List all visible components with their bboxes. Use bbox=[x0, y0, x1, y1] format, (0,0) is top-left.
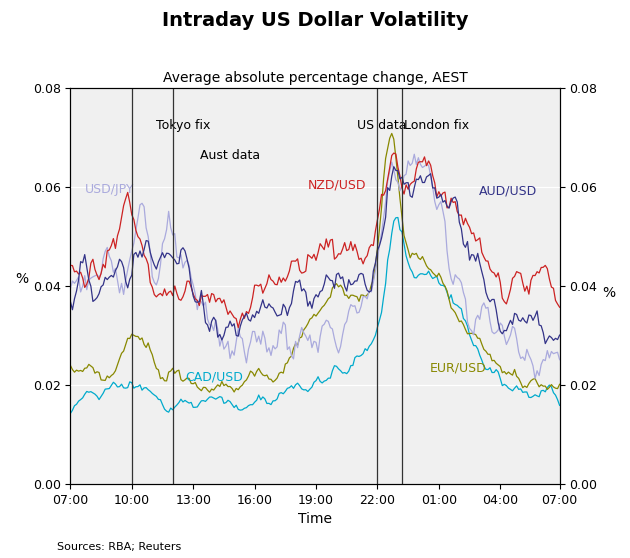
Y-axis label: %: % bbox=[15, 272, 28, 286]
Text: USD/JPY: USD/JPY bbox=[85, 183, 135, 196]
Text: EUR/USD: EUR/USD bbox=[430, 361, 487, 374]
Text: AUD/USD: AUD/USD bbox=[479, 185, 537, 198]
Text: NZD/USD: NZD/USD bbox=[307, 179, 366, 192]
Text: Tokyo fix: Tokyo fix bbox=[156, 119, 210, 132]
Title: Average absolute percentage change, AEST: Average absolute percentage change, AEST bbox=[163, 71, 467, 85]
X-axis label: Time: Time bbox=[298, 512, 332, 526]
Text: London fix: London fix bbox=[404, 119, 469, 132]
Text: Intraday US Dollar Volatility: Intraday US Dollar Volatility bbox=[162, 11, 468, 30]
Text: Sources: RBA; Reuters: Sources: RBA; Reuters bbox=[57, 542, 181, 552]
Y-axis label: %: % bbox=[602, 286, 615, 300]
Text: CAD/USD: CAD/USD bbox=[185, 371, 243, 384]
Text: US data: US data bbox=[357, 119, 406, 132]
Text: Aust data: Aust data bbox=[200, 149, 260, 162]
